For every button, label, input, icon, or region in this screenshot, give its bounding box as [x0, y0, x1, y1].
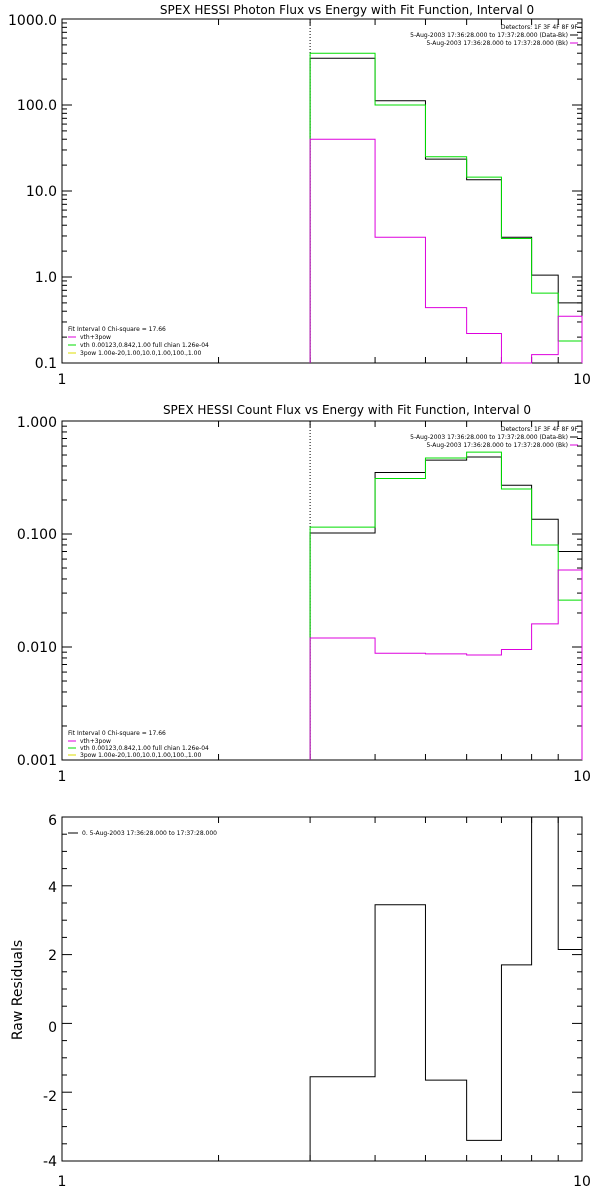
legend-line: Detectors: 1F 3F 4F 8F 9F	[501, 24, 579, 31]
y-axis-label: Raw Residuals	[10, 940, 26, 1040]
legend-line: 5-Aug-2003 17:36:28.000 to 17:37:28.000 …	[426, 40, 568, 47]
legend-line: 3pow 1.00e-20,1.00,10.0,1.00,100.,1.00	[80, 752, 201, 759]
series-0-histogram	[309, 57, 583, 363]
axis-ticks	[62, 420, 582, 761]
series-2-histogram	[309, 138, 583, 364]
plot-frame	[61, 816, 583, 1162]
y-tick-label: 0	[48, 1020, 57, 1036]
legend-line: vth 0.00123,0.842,1.00 full chian 1.26e-…	[80, 745, 209, 752]
legend-line: 5-Aug-2003 17:36:28.000 to 17:37:28.000 …	[410, 434, 568, 441]
y-tick-label: 6	[48, 813, 57, 829]
series-0-histogram	[309, 456, 583, 760]
y-tick-label: 1000.0	[8, 13, 57, 29]
legend-line: 5-Aug-2003 17:36:28.000 to 17:37:28.000 …	[410, 32, 568, 39]
panel-count-flux: SPEX HESSI Count Flux vs Energy with Fit…	[17, 403, 591, 785]
x-tick-label: 1	[58, 1174, 67, 1190]
x-tick-label: 10	[573, 769, 591, 785]
panel-photon-flux: SPEX HESSI Photon Flux vs Energy with Fi…	[8, 3, 591, 388]
legend-line: vth 0.00123,0.842,1.00 full chian 1.26e-…	[80, 342, 209, 349]
y-tick-label: 1.0	[35, 270, 57, 286]
axis-ticks	[62, 18, 582, 364]
x-tick-label: 1	[58, 372, 67, 388]
y-tick-label: 0.100	[17, 527, 57, 543]
x-tick-label: 1	[58, 769, 67, 785]
y-tick-label: -4	[43, 1154, 57, 1170]
y-tick-label: 2	[48, 948, 57, 964]
legend-line: 3pow 1.00e-20,1.00,10.0,1.00,100.,1.00	[80, 350, 201, 357]
axis-ticks	[62, 816, 582, 1162]
plot-frame	[61, 420, 583, 761]
plot-frame	[61, 18, 583, 364]
series-1-histogram	[309, 451, 583, 760]
chart-title: SPEX HESSI Count Flux vs Energy with Fit…	[163, 403, 531, 417]
legend-line: 5-Aug-2003 17:36:28.000 to 17:37:28.000 …	[426, 442, 568, 449]
series-2-histogram	[309, 569, 583, 760]
y-tick-label: 0.001	[17, 753, 57, 769]
plot-marks	[309, 816, 582, 1161]
legend-line: 0. 5-Aug-2003 17:36:28.000 to 17:37:28.0…	[82, 830, 217, 837]
series-0-histogram	[309, 816, 582, 1161]
y-tick-label: 1.000	[17, 415, 57, 431]
legend-line: Fit Interval 0 Chi-square = 17.66	[68, 326, 166, 333]
y-tick-label: 0.1	[35, 356, 57, 372]
legend-line: Detectors: 1F 3F 4F 8F 9F	[501, 426, 579, 433]
plot-marks	[309, 19, 583, 364]
y-tick-label: 10.0	[26, 184, 57, 200]
y-tick-label: 4	[48, 880, 57, 896]
panel-residuals: -4 -2 0 2 4 6 1 10 Raw Residuals 0. 5-Au…	[10, 813, 591, 1190]
chart-title: SPEX HESSI Photon Flux vs Energy with Fi…	[160, 3, 534, 17]
x-tick-label: 10	[573, 372, 591, 388]
y-tick-label: -2	[43, 1089, 57, 1105]
x-tick-label: 10	[573, 1174, 591, 1190]
plot-marks	[309, 421, 583, 760]
legend-line: vth+3pow	[80, 738, 111, 745]
legend-line: Fit Interval 0 Chi-square = 17.66	[68, 730, 166, 737]
y-tick-label: 100.0	[17, 98, 57, 114]
legend-line: vth+3pow	[80, 334, 111, 341]
series-1-histogram	[309, 52, 583, 363]
y-tick-label: 0.010	[17, 640, 57, 656]
